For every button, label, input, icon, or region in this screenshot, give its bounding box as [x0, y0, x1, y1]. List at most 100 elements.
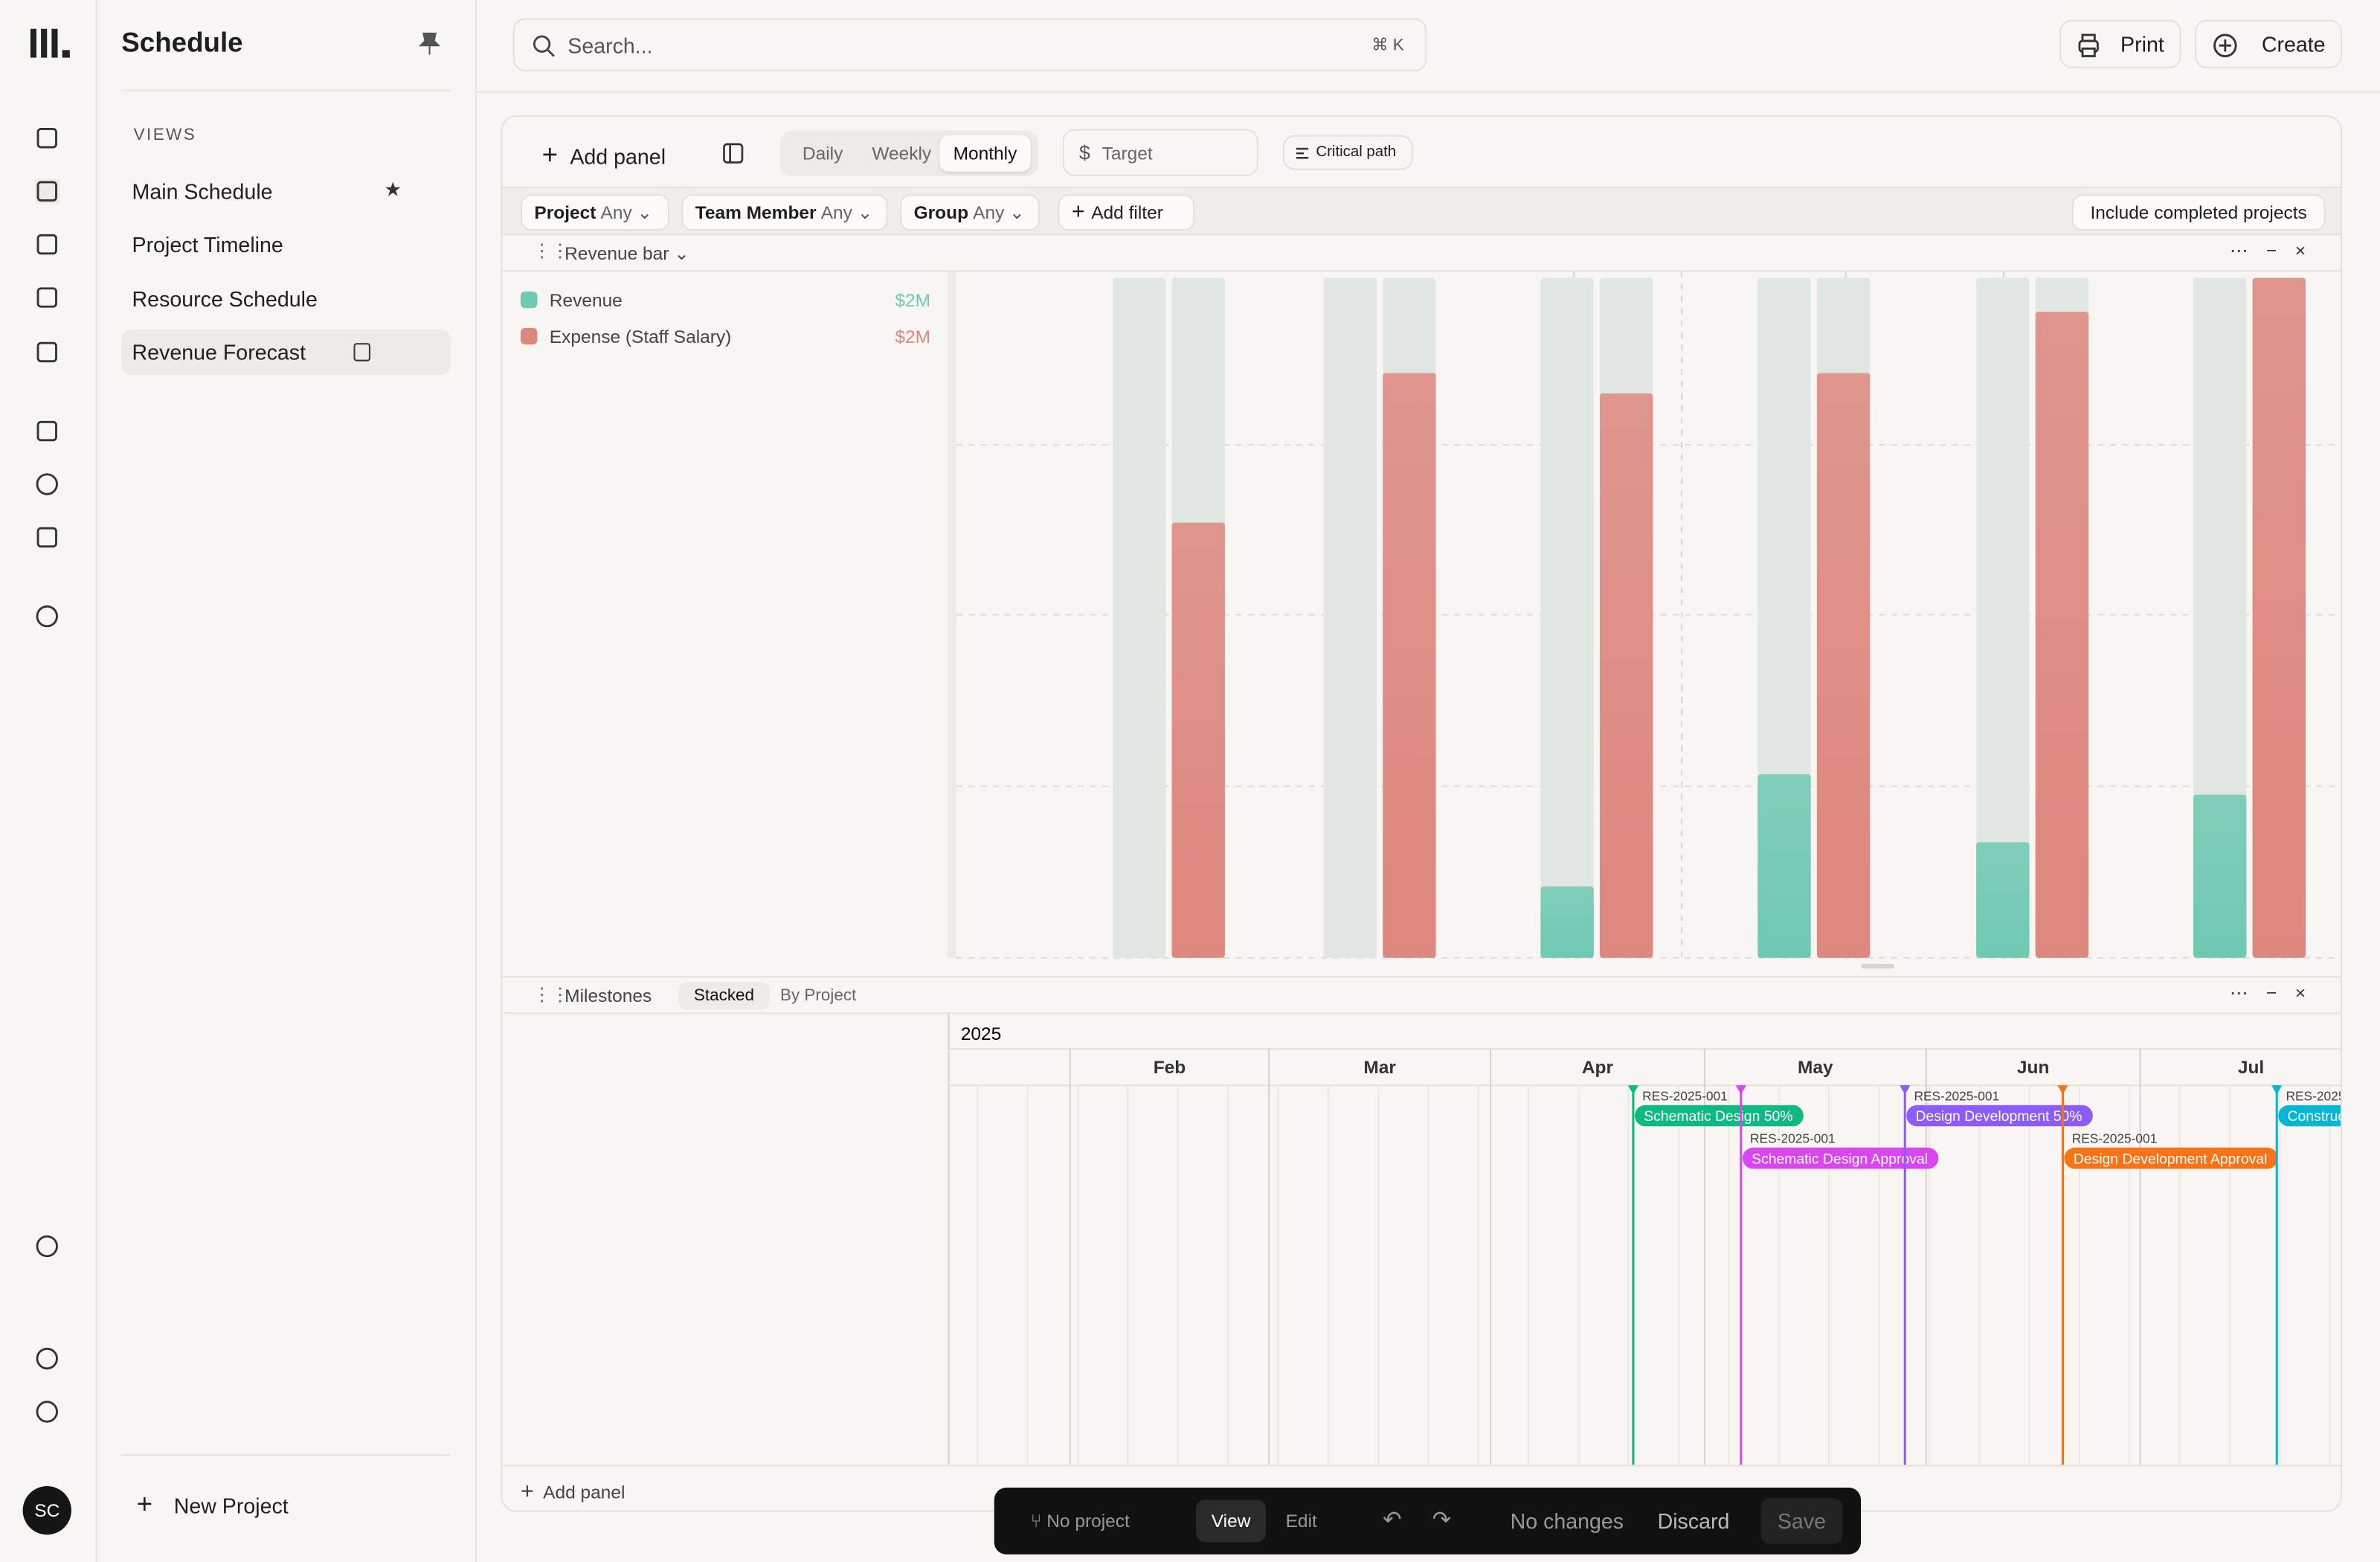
include-completed[interactable]: Include completed projects — [2071, 194, 2326, 231]
panel-title[interactable]: Revenue bar ⌄ — [565, 242, 689, 265]
logo — [30, 28, 70, 58]
chevron: ⌄ — [1004, 202, 1025, 223]
milestone-pin — [2271, 1085, 2283, 1095]
add-panel-label: Add panel — [543, 1481, 625, 1503]
star-icon[interactable]: ★ — [384, 177, 402, 201]
milestone-pin — [1900, 1085, 1911, 1095]
nav-icon[interactable] — [34, 179, 60, 204]
view-item[interactable]: Resource Schedule — [132, 286, 318, 312]
period-option[interactable]: Daily — [802, 142, 843, 164]
create-icon — [2213, 33, 2237, 57]
save-icon[interactable] — [353, 343, 370, 361]
panel-actions[interactable]: ⋯−× — [2229, 240, 2324, 262]
mode-edit[interactable]: Edit — [1285, 1510, 1317, 1532]
nav-icon[interactable] — [35, 419, 60, 443]
new-project[interactable]: + New Project — [136, 1489, 289, 1520]
milestone-pill — [1634, 1105, 1804, 1127]
bar-track — [1323, 277, 1377, 958]
milestone-pill — [2064, 1147, 2278, 1169]
panel-header: ⋮⋮ Milestones ⋯−× Stacked By Project — [502, 976, 2341, 1015]
critical-path[interactable]: Critical path — [1282, 135, 1413, 170]
project-label: No project — [1046, 1510, 1130, 1532]
filter-name: Group — [913, 202, 969, 223]
add-panel[interactable]: + Add panel — [521, 1478, 625, 1505]
legend-value: $2M — [895, 289, 931, 312]
target-input[interactable]: $ Target — [1062, 129, 1258, 176]
panel-title-text: Revenue bar — [565, 242, 669, 265]
create-button[interactable]: Create — [2195, 19, 2342, 68]
print-label: Print — [2120, 31, 2164, 57]
nav-icon[interactable] — [35, 604, 60, 629]
drag-handle[interactable]: ⋮⋮ — [533, 983, 570, 1006]
search-box[interactable]: Search... ⌘ K — [512, 18, 1427, 71]
panel-title: Milestones — [565, 985, 652, 1007]
milestone-pin — [1627, 1085, 1639, 1095]
icon-shape — [36, 420, 57, 442]
filter-chip[interactable]: Project Any ⌄ — [521, 194, 669, 231]
new-project-label: New Project — [173, 1494, 289, 1518]
plus: + — [1071, 199, 1092, 225]
nav-icon[interactable] — [35, 1400, 60, 1424]
dollar-icon: $ — [1079, 141, 1090, 164]
scroll-edge — [947, 271, 956, 958]
milestone-code: RES-2025-001 — [1914, 1089, 1999, 1104]
add-filter[interactable]: + Add filter — [1058, 194, 1195, 231]
discard-button[interactable]: Discard — [1657, 1508, 1730, 1534]
save-button[interactable]: Save — [1760, 1498, 1843, 1544]
print-button[interactable]: Print — [2059, 19, 2181, 68]
mode-option[interactable]: By Project — [779, 986, 857, 1006]
period-option[interactable]: Monthly — [939, 135, 1031, 172]
nav-icon[interactable] — [35, 472, 60, 497]
period-switch: Daily Weekly Monthly — [779, 130, 1038, 176]
filter-chip[interactable]: Team Member Any ⌄ — [681, 194, 888, 231]
icon-shape — [36, 234, 57, 255]
milestone-pill — [2278, 1105, 2341, 1127]
view-item[interactable]: Revenue Forecast — [132, 340, 306, 364]
path-icon — [1296, 147, 1309, 159]
filter-row: Project Any ⌄ Team Member Any ⌄ Group Any ⌄ + … — [502, 187, 2341, 236]
nav-icon[interactable] — [35, 525, 60, 550]
month-label: Jun — [2017, 1058, 2050, 1078]
milestone-label: Schematic Design Approval — [1752, 1151, 1928, 1167]
nav-icon[interactable] — [35, 1234, 60, 1259]
month-label: May — [1798, 1058, 1833, 1078]
expense-bar — [1816, 373, 1871, 958]
avatar[interactable]: SC — [22, 1485, 71, 1535]
milestone-timeline: 2025 Feb Mar Apr May Jun Jul RES-2025-001 Schema… — [947, 1012, 2342, 1465]
sidebar-toggle[interactable] — [722, 143, 744, 164]
icon-shape — [36, 1235, 58, 1258]
project-picker[interactable]: ⑂ No project — [1030, 1510, 1130, 1532]
divider — [121, 89, 451, 91]
chevron: ⌄ — [852, 202, 873, 223]
panel-actions[interactable]: ⋯−× — [2229, 982, 2324, 1003]
filter-value: Any — [820, 202, 852, 223]
filter-value: Any — [973, 202, 1005, 223]
undo-redo[interactable]: ↶↷ — [1383, 1507, 1482, 1534]
expense-bar — [1171, 522, 1225, 958]
status: No changes — [1510, 1508, 1624, 1534]
nav-icon[interactable] — [35, 126, 60, 150]
view-item[interactable]: Project Timeline — [132, 232, 283, 257]
panel-header: ⋮⋮ Revenue bar ⌄ ⋯−× — [502, 235, 2341, 272]
milestone-label: Construction Doc — [2288, 1108, 2342, 1125]
nav-icon[interactable] — [35, 1346, 60, 1371]
nav-icon[interactable] — [35, 340, 60, 364]
workspace: + Add panel Daily Weekly Monthly $ Target C… — [501, 115, 2342, 1512]
icon-shape — [36, 605, 58, 628]
mode-option[interactable]: Stacked — [678, 982, 770, 1010]
nav-icon[interactable] — [35, 286, 60, 310]
add-panel[interactable]: + Add panel — [541, 139, 666, 170]
period-option[interactable]: Weekly — [872, 142, 932, 164]
pin-icon[interactable] — [419, 32, 440, 57]
legend-swatch — [521, 291, 538, 309]
mode-view[interactable]: View — [1196, 1500, 1267, 1543]
section-label: VIEWS — [133, 126, 197, 144]
search-icon — [533, 35, 555, 57]
filter-chip[interactable]: Group Any ⌄ — [900, 194, 1040, 231]
view-item[interactable]: Main Schedule — [132, 179, 273, 204]
critical-path-label: Critical path — [1316, 144, 1397, 161]
drag-handle[interactable]: ⋮⋮ — [533, 240, 570, 262]
milestone-code: RES-2025-001 — [2286, 1089, 2342, 1104]
active-view-bg — [121, 329, 451, 376]
nav-icon[interactable] — [35, 232, 60, 257]
